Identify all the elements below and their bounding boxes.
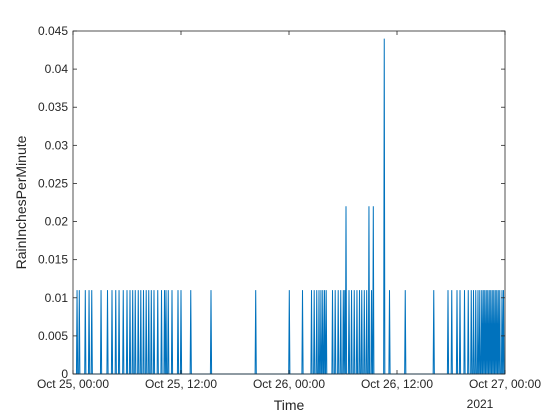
- y-tick-label: 0.005: [38, 329, 68, 343]
- y-tick-label: 0.01: [45, 291, 69, 305]
- y-tick-label: 0.045: [38, 24, 68, 38]
- x-tick-label: Oct 26, 12:00: [361, 377, 433, 391]
- y-tick-label: 0: [61, 367, 68, 381]
- x-axis-year-label: 2021: [467, 397, 494, 411]
- x-tick-label: Oct 27, 00:00: [469, 377, 541, 391]
- y-tick-label: 0.04: [45, 62, 69, 76]
- y-tick-label: 0.02: [45, 215, 69, 229]
- x-tick-label: Oct 25, 12:00: [145, 377, 217, 391]
- x-axis-title: Time: [274, 397, 305, 413]
- y-axis-title: RainInchesPerMinute: [13, 135, 29, 269]
- chart-marks: [73, 38, 505, 375]
- chart-axes: 0 0.005 0.01 0.015 0.02 0.025 0.03 0.035 0.04 0.0…: [37, 24, 541, 391]
- x-tick-label: Oct 25, 00:00: [37, 377, 109, 391]
- y-tick-label: 0.035: [38, 100, 68, 114]
- x-tick-label: Oct 26, 00:00: [253, 377, 325, 391]
- y-tick-label: 0.015: [38, 253, 68, 267]
- series-line-0: [73, 38, 505, 375]
- y-tick-label: 0.03: [45, 138, 69, 152]
- y-tick-label: 0.025: [38, 176, 68, 190]
